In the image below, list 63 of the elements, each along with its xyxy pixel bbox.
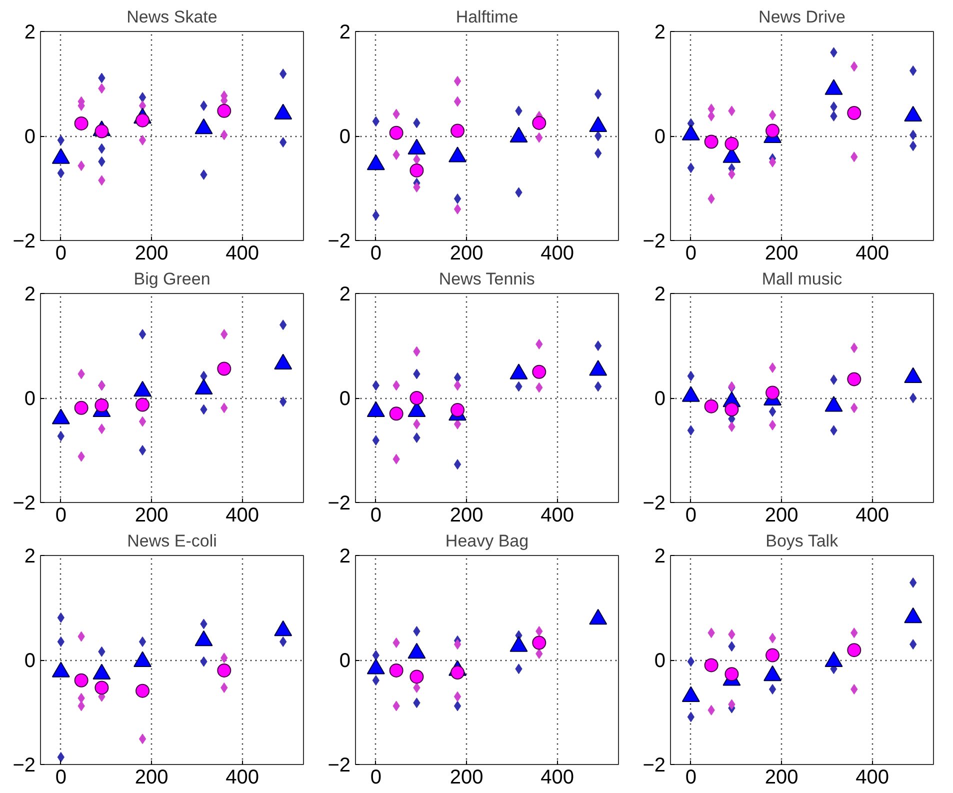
chart-title: Halftime bbox=[456, 8, 518, 26]
x-tick-label: 200 bbox=[450, 766, 484, 788]
x-tick-label: 400 bbox=[856, 766, 889, 788]
y-tick-label: 2 bbox=[654, 546, 666, 568]
y-tick-label: 0 bbox=[339, 126, 350, 148]
y-tick-label: 0 bbox=[24, 650, 36, 672]
y-tick-label: −2 bbox=[12, 754, 36, 776]
x-tick-label: 0 bbox=[685, 504, 696, 526]
y-tick-label: 2 bbox=[339, 284, 350, 306]
y-tick-label: −2 bbox=[642, 754, 666, 776]
y-tick-label: 0 bbox=[24, 126, 36, 148]
chart-title: News E-coli bbox=[127, 532, 217, 550]
y-tick-label: −2 bbox=[328, 492, 351, 514]
y-tick-label: 0 bbox=[24, 388, 36, 410]
y-tick-label: 0 bbox=[654, 650, 666, 672]
x-tick-label: 0 bbox=[370, 766, 382, 788]
y-tick-label: −2 bbox=[328, 754, 351, 776]
chart-title: News Tennis bbox=[438, 270, 535, 288]
chart-title: News Drive bbox=[758, 8, 846, 26]
x-tick-label: 200 bbox=[450, 504, 484, 526]
y-tick-label: 0 bbox=[339, 650, 350, 672]
x-tick-label: 400 bbox=[856, 504, 889, 526]
x-tick-label: 0 bbox=[55, 766, 66, 788]
x-tick-label: 400 bbox=[226, 766, 259, 788]
x-tick-label: 0 bbox=[370, 504, 382, 526]
y-tick-label: 2 bbox=[339, 546, 350, 568]
x-tick-label: 0 bbox=[685, 242, 696, 264]
x-tick-label: 400 bbox=[856, 242, 889, 264]
x-tick-label: 200 bbox=[134, 504, 168, 526]
x-tick-label: 400 bbox=[226, 504, 259, 526]
y-tick-label: 2 bbox=[654, 284, 666, 306]
x-tick-label: 200 bbox=[764, 242, 798, 264]
x-tick-label: 200 bbox=[764, 504, 798, 526]
x-tick-label: 200 bbox=[450, 242, 484, 264]
y-tick-label: −2 bbox=[642, 492, 666, 514]
x-tick-label: 200 bbox=[134, 766, 168, 788]
x-tick-label: 400 bbox=[540, 504, 574, 526]
chart-title: Heavy Bag bbox=[445, 532, 529, 550]
y-tick-label: −2 bbox=[12, 492, 36, 514]
y-tick-label: −2 bbox=[12, 230, 36, 252]
x-tick-label: 200 bbox=[764, 766, 798, 788]
y-tick-label: 0 bbox=[654, 388, 666, 410]
y-tick-label: 2 bbox=[24, 22, 36, 44]
y-tick-label: 2 bbox=[24, 284, 36, 306]
chart-title: News Skate bbox=[126, 8, 218, 26]
x-tick-label: 400 bbox=[540, 242, 574, 264]
x-tick-label: 200 bbox=[134, 242, 168, 264]
y-tick-label: 0 bbox=[339, 388, 350, 410]
x-tick-label: 0 bbox=[370, 242, 382, 264]
x-tick-label: 400 bbox=[226, 242, 259, 264]
chart-title: Boys Talk bbox=[766, 532, 839, 550]
y-tick-label: −2 bbox=[328, 230, 351, 252]
y-tick-label: 2 bbox=[654, 22, 666, 44]
x-tick-label: 0 bbox=[685, 766, 696, 788]
y-tick-label: 0 bbox=[654, 126, 666, 148]
x-tick-label: 400 bbox=[540, 766, 574, 788]
chart-title: Big Green bbox=[134, 270, 210, 288]
y-tick-label: 2 bbox=[339, 22, 350, 44]
x-tick-label: 0 bbox=[55, 504, 66, 526]
y-tick-label: 2 bbox=[24, 546, 36, 568]
y-tick-label: −2 bbox=[642, 230, 666, 252]
x-tick-label: 0 bbox=[55, 242, 66, 264]
chart-title: Mall music bbox=[762, 270, 843, 288]
